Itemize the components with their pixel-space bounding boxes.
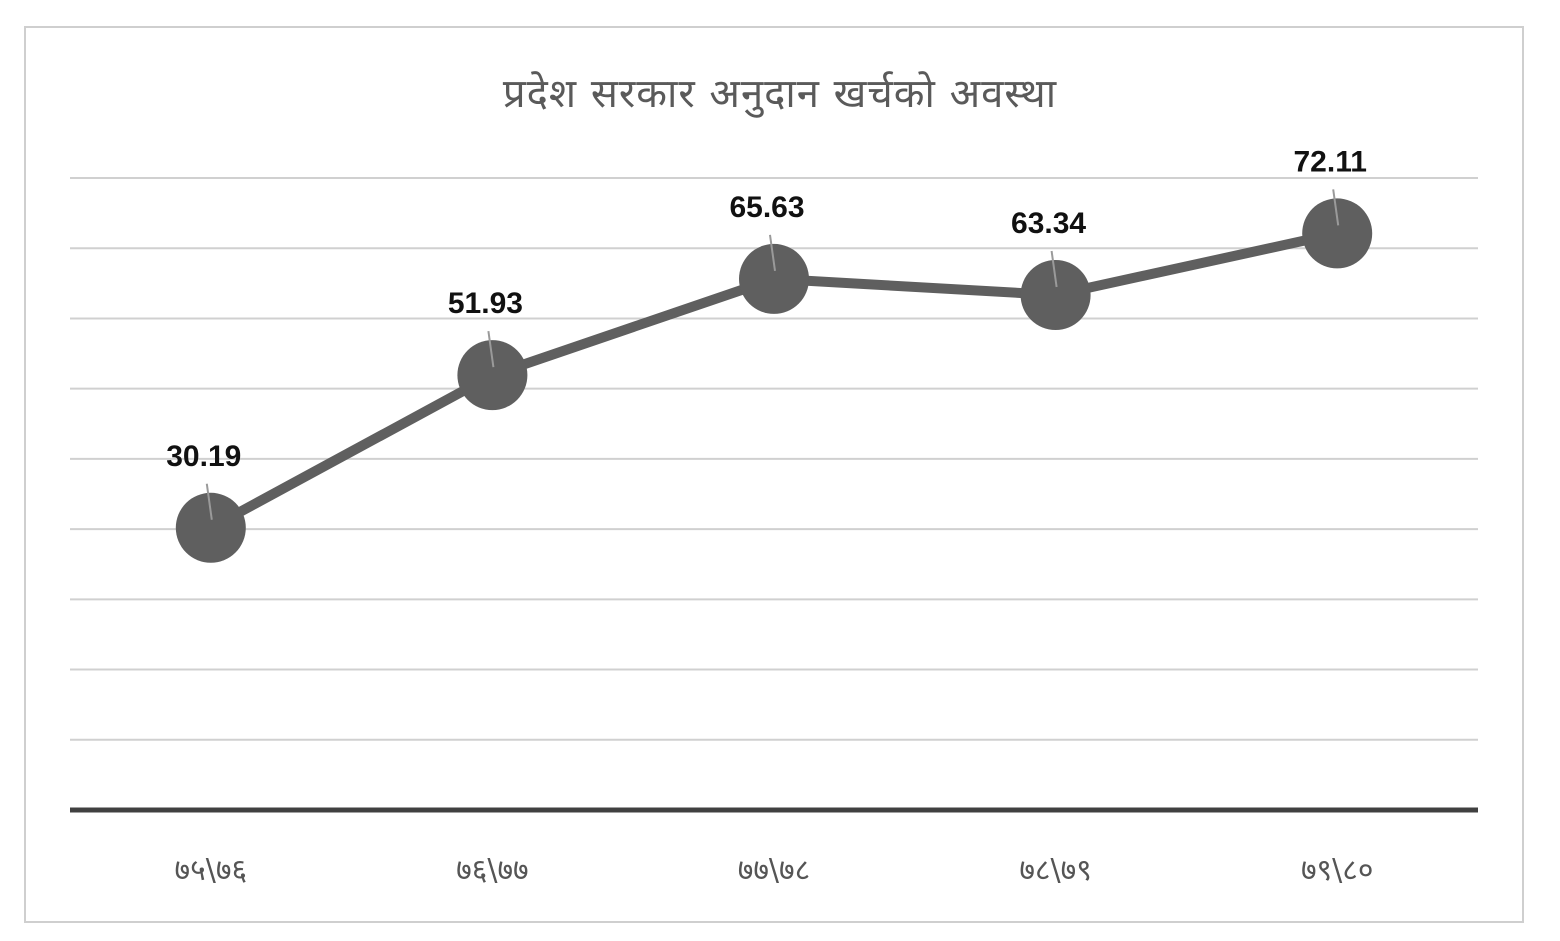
leader-line	[205, 483, 213, 520]
data-point	[739, 243, 809, 314]
data-label: 63.34	[1011, 207, 1086, 240]
leader-line	[769, 234, 776, 272]
leader-line	[1050, 250, 1058, 288]
x-tick-label: ७६\७७	[456, 853, 529, 888]
data-point	[457, 340, 528, 411]
data-label: 30.19	[166, 440, 241, 473]
x-tick-label: ७९\८०	[1301, 853, 1374, 888]
data-label: 72.11	[1293, 145, 1366, 178]
x-tick-label: ७५\७६	[175, 853, 248, 888]
chart-frame	[24, 26, 1524, 923]
data-point	[175, 492, 246, 563]
data-label: 51.93	[448, 287, 523, 320]
x-tick-label: ७८\७९	[1019, 853, 1092, 888]
data-point	[1020, 259, 1091, 330]
data-point	[1302, 198, 1373, 269]
leader-line	[1332, 189, 1340, 226]
x-tick-label: ७७\७८	[738, 853, 811, 888]
leader-line	[487, 330, 495, 368]
chart-title: प्रदेश सरकार अनुदान खर्चको अवस्था	[502, 71, 1058, 117]
data-label: 65.63	[729, 191, 804, 224]
